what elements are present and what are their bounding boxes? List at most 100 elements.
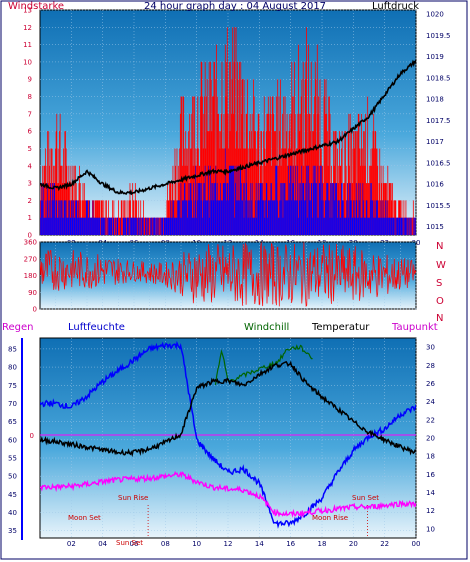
humidity-tick: 85 (8, 345, 17, 353)
wind-speed-tick: 12 (23, 24, 32, 32)
wind-direction-line (40, 242, 416, 307)
wind-pressure-panel: 01234567891011121310151015.510161016.510… (23, 7, 450, 248)
compass-label: W (436, 260, 446, 271)
legend-dewpoint: Taupunkt (391, 322, 438, 333)
temperature-tick: 18 (426, 453, 435, 461)
humidity-tick: 55 (8, 455, 17, 463)
pressure-tick: 1016 (426, 181, 444, 189)
legend-windchill: Windchill (244, 322, 289, 333)
annotation-moon-rise: Moon Rise (312, 514, 348, 522)
wind-speed-tick: 10 (23, 58, 32, 66)
chart-title: 24 hour graph day : 04 August 2017 (144, 1, 326, 12)
wind-speed-tick: 11 (23, 41, 32, 49)
humidity-tick: 40 (8, 509, 17, 517)
temp-time-tick: 06 (130, 540, 139, 548)
legend-rain: Regen (2, 322, 34, 333)
compass-label: O (436, 296, 444, 307)
direction-tick: 0 (33, 306, 37, 314)
temperature-tick: 22 (426, 416, 435, 424)
wind-speed-tick: 6 (28, 128, 33, 136)
wind-speed-tick: 7 (28, 110, 32, 118)
wind-speed-tick: 8 (28, 93, 32, 101)
annotation-sun-set-axis: Sun Set (116, 539, 143, 547)
temp-time-tick: 22 (380, 540, 389, 548)
pressure-tick: 1018.5 (426, 74, 451, 82)
humidity-tick: 70 (8, 400, 17, 408)
legend-humidity: Luftfeuchte (68, 322, 125, 333)
temp-time-tick: 04 (98, 540, 107, 548)
wind-speed-tick: 5 (28, 145, 32, 153)
pressure-tick: 1017 (426, 138, 444, 146)
humidity-line (40, 340, 416, 529)
compass-label: N (436, 241, 443, 252)
temp-time-tick: 12 (224, 540, 233, 548)
temp-time-tick: 16 (286, 540, 295, 548)
annotation-moon-set: Moon Set (68, 514, 101, 522)
temp-time-tick: 00 (412, 540, 421, 548)
pressure-tick: 1018 (426, 96, 444, 104)
temperature-humidity-panel: 35 40 45 50 55 60 65 70 75 80 85 10 12 14 16 18 20 22 24 26… (8, 337, 435, 548)
wind-speed-tick: 4 (28, 162, 33, 170)
wind-speed-tick: 3 (28, 180, 32, 188)
temperature-tick: 26 (426, 380, 435, 388)
wind-speed-tick: 2 (28, 197, 32, 205)
temp-time-tick: 10 (192, 540, 201, 548)
wind-pressure-marks (40, 27, 416, 235)
temp-time-tick: 02 (67, 540, 76, 548)
temperature-humidity-marks (40, 340, 416, 538)
temp-time-tick: 14 (255, 540, 264, 548)
dewpoint-line (40, 470, 416, 519)
direction-tick: 180 (24, 272, 37, 280)
temp-time-tick: 20 (349, 540, 358, 548)
annotation-sun-set: Sun Set (352, 494, 379, 502)
temp-time-tick: 18 (318, 540, 327, 548)
temperature-tick: 12 (426, 507, 435, 515)
temp-time-tick: 08 (161, 540, 170, 548)
annotation-sun-rise: Sun Rise (118, 494, 148, 502)
compass-label: S (436, 278, 442, 289)
wind-speed-tick: 0 (28, 232, 32, 240)
humidity-tick: 60 (8, 436, 17, 444)
pressure-tick: 1015 (426, 223, 444, 231)
humidity-tick: 75 (8, 382, 17, 390)
humidity-tick: 65 (8, 418, 17, 426)
wind-speed-tick: 9 (28, 76, 32, 84)
pressure-label: Luftdruck (372, 1, 419, 12)
temperature-humidity-ticks: 35 40 45 50 55 60 65 70 75 80 85 10 12 14 16 18 20 22 24 26… (8, 344, 435, 548)
humidity-tick: 35 (8, 527, 17, 535)
pressure-tick: 1015.5 (426, 202, 451, 210)
temperature-tick: 28 (426, 362, 435, 370)
temperature-tick: 30 (426, 344, 435, 352)
humidity-tick: 80 (8, 364, 17, 372)
temperature-tick: 16 (426, 471, 435, 479)
compass-label: N (436, 313, 443, 324)
legend-temperature: Temperatur (311, 322, 370, 333)
pressure-tick: 1019.5 (426, 32, 451, 40)
pressure-tick: 1019 (426, 53, 444, 61)
temperature-tick: 24 (426, 398, 435, 406)
temperature-line (40, 360, 416, 458)
direction-tick: 270 (24, 255, 37, 263)
temperature-humidity-grid (40, 338, 417, 538)
direction-tick: 90 (28, 289, 37, 297)
temperature-tick: 20 (426, 435, 435, 443)
wind-direction-marks (40, 242, 416, 307)
humidity-tick: 50 (8, 473, 17, 481)
pressure-tick: 1016.5 (426, 159, 451, 167)
direction-tick: 360 (24, 239, 37, 247)
humidity-tick: 45 (8, 491, 17, 499)
wind-speed-tick: 13 (23, 7, 32, 15)
pressure-tick: 1020 (426, 11, 444, 19)
temperature-tick: 10 (426, 525, 435, 533)
temperature-tick: 14 (426, 489, 435, 497)
windchill-line (214, 344, 313, 385)
pressure-line (40, 59, 416, 196)
rain-zero-label: 0 (30, 432, 34, 440)
wind-speed-tick: 1 (28, 214, 32, 222)
wind-speed-label: Windstarke (8, 1, 64, 12)
